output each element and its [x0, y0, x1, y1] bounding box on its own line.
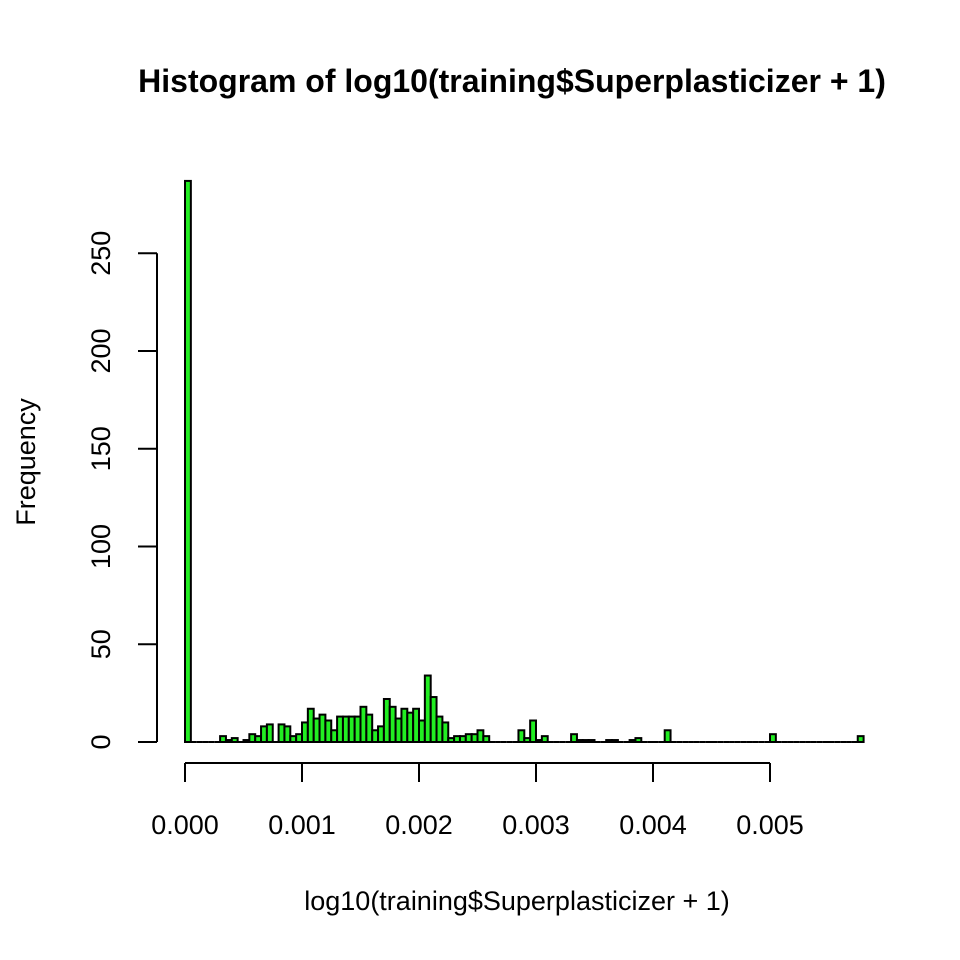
histogram-bar [283, 725, 292, 743]
x-tick-label: 0.001 [268, 810, 336, 840]
y-tick-label: 50 [86, 629, 116, 659]
y-tick-label: 100 [86, 524, 116, 569]
histogram-bar [540, 735, 549, 744]
histogram-bar [184, 179, 192, 744]
histogram-bar [587, 739, 596, 743]
histogram-bar [517, 729, 526, 744]
y-tick-label: 0 [86, 734, 116, 749]
chart-title: Histogram of log10(training$Superplastic… [138, 63, 886, 99]
y-tick-label: 150 [86, 426, 116, 471]
histogram-bar [265, 723, 274, 744]
histogram-bar [570, 733, 578, 743]
y-axis-label: Frequency [11, 398, 41, 526]
bars-group [184, 179, 865, 744]
y-axis: 0 50 100 150 200 250 [86, 231, 158, 750]
x-tick-label: 0.005 [736, 810, 804, 840]
y-tick-label: 200 [86, 328, 116, 373]
x-axis-label: log10(training$Superplasticizer + 1) [304, 886, 730, 916]
x-axis: 0.000 0.001 0.002 0.003 0.004 0.005 [151, 762, 804, 840]
histogram-bar [230, 737, 239, 744]
histogram-bar [365, 713, 374, 744]
histogram-bar [441, 721, 450, 744]
histogram-bar [769, 733, 777, 743]
x-tick-label: 0.004 [619, 810, 687, 840]
histogram-bar [482, 735, 491, 744]
histogram-bar [856, 735, 865, 744]
x-tick-label: 0.000 [151, 810, 219, 840]
y-tick-label: 250 [86, 231, 116, 276]
histogram-bar [634, 737, 643, 744]
histogram-bar [529, 719, 538, 743]
histogram-bar [663, 729, 672, 744]
x-tick-label: 0.003 [502, 810, 570, 840]
histogram-bar [611, 739, 619, 743]
x-tick-label: 0.002 [385, 810, 453, 840]
